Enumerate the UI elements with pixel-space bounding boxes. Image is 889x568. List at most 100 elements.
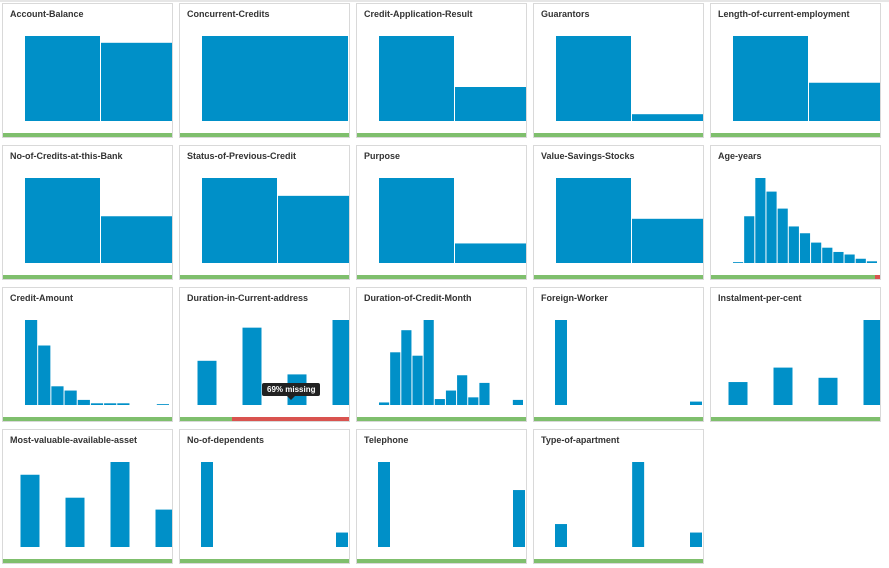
histogram-bar[interactable] [390, 352, 401, 405]
bar[interactable] [773, 367, 793, 405]
chart-card-purpose[interactable]: Purpose [356, 145, 527, 280]
histogram-bar[interactable] [25, 320, 38, 405]
histogram-bar[interactable] [468, 397, 479, 405]
histogram-bar[interactable] [457, 375, 468, 405]
histogram-bar[interactable] [479, 382, 490, 405]
data-quality-bar[interactable] [3, 133, 172, 137]
bar[interactable] [728, 382, 748, 405]
bar[interactable] [379, 178, 454, 263]
chart-card-length-of-current-employment[interactable]: Length-of-current-employment [710, 3, 881, 138]
bar[interactable] [155, 509, 173, 547]
bar[interactable] [332, 320, 350, 405]
bar[interactable] [818, 377, 838, 405]
data-quality-bar[interactable] [3, 559, 172, 563]
chart-card-foreign-worker[interactable]: Foreign-Worker [533, 287, 704, 422]
bar[interactable] [455, 87, 526, 121]
data-quality-bar[interactable] [534, 275, 703, 279]
histogram-bar[interactable] [156, 404, 169, 405]
bar[interactable] [336, 532, 348, 547]
data-quality-bar[interactable] [357, 275, 526, 279]
histogram-bar[interactable] [788, 226, 799, 263]
histogram-bar[interactable] [744, 216, 755, 263]
chart-card-value-savings-stocks[interactable]: Value-Savings-Stocks [533, 145, 704, 280]
bar[interactable] [455, 243, 526, 263]
chart-card-age-years[interactable]: Age-years [710, 145, 881, 280]
chart-card-no-of-dependents[interactable]: No-of-dependents [179, 429, 350, 564]
chart-card-telephone[interactable]: Telephone [356, 429, 527, 564]
chart-card-account-balance[interactable]: Account-Balance [2, 3, 173, 138]
chart-card-duration-of-credit-month[interactable]: Duration-of-Credit-Month [356, 287, 527, 422]
bar[interactable] [110, 462, 130, 547]
histogram-bar[interactable] [423, 320, 434, 405]
data-quality-bar[interactable] [180, 133, 349, 137]
data-quality-bar[interactable] [180, 417, 349, 421]
histogram-bar[interactable] [844, 254, 855, 264]
histogram-bar[interactable] [811, 242, 822, 263]
bar[interactable] [632, 218, 703, 263]
chart-card-guarantors[interactable]: Guarantors [533, 3, 704, 138]
data-quality-bar[interactable] [534, 417, 703, 421]
bar[interactable] [556, 36, 631, 121]
histogram-bar[interactable] [833, 251, 844, 263]
chart-card-most-valuable-available-asset[interactable]: Most-valuable-available-asset [2, 429, 173, 564]
chart-card-concurrent-credits[interactable]: Concurrent-Credits [179, 3, 350, 138]
bar[interactable] [25, 178, 100, 263]
histogram-bar[interactable] [866, 261, 877, 263]
bar[interactable] [555, 524, 567, 547]
bar[interactable] [202, 36, 348, 121]
chart-card-status-of-previous-credit[interactable]: Status-of-Previous-Credit [179, 145, 350, 280]
chart-card-no-of-credits-at-this-bank[interactable]: No-of-Credits-at-this-Bank [2, 145, 173, 280]
chart-card-instalment-per-cent[interactable]: Instalment-per-cent [710, 287, 881, 422]
data-quality-bar[interactable] [357, 559, 526, 563]
bar[interactable] [809, 82, 880, 121]
bar[interactable] [197, 360, 217, 405]
chart-card-credit-amount[interactable]: Credit-Amount [2, 287, 173, 422]
missing-segment[interactable] [232, 417, 349, 421]
histogram-bar[interactable] [117, 403, 130, 405]
histogram-bar[interactable] [799, 233, 811, 263]
bar[interactable] [242, 327, 262, 405]
chart-card-duration-in-current-address[interactable]: Duration-in-Current-address 69% missing [179, 287, 350, 422]
bar[interactable] [690, 532, 702, 547]
histogram-bar[interactable] [90, 403, 104, 405]
bar[interactable] [378, 462, 390, 547]
bar[interactable] [202, 178, 277, 263]
data-quality-bar[interactable] [357, 417, 526, 421]
bar[interactable] [278, 195, 349, 263]
bar[interactable] [690, 401, 702, 405]
histogram-bar[interactable] [104, 403, 117, 405]
data-quality-bar[interactable] [180, 559, 349, 563]
data-quality-bar[interactable] [3, 275, 172, 279]
bar[interactable] [65, 497, 85, 547]
data-quality-bar[interactable] [534, 559, 703, 563]
histogram-bar[interactable] [822, 247, 833, 263]
data-quality-bar[interactable] [534, 133, 703, 137]
data-quality-bar[interactable] [711, 417, 880, 421]
data-quality-bar[interactable] [357, 133, 526, 137]
histogram-bar[interactable] [777, 208, 788, 263]
histogram-bar[interactable] [766, 191, 777, 263]
data-quality-bar[interactable] [3, 417, 172, 421]
histogram-bar[interactable] [401, 330, 412, 405]
histogram-bar[interactable] [755, 178, 766, 263]
histogram-bar[interactable] [38, 345, 51, 406]
bar[interactable] [556, 178, 631, 263]
bar[interactable] [20, 474, 40, 547]
bar[interactable] [513, 490, 525, 547]
bar[interactable] [25, 36, 100, 121]
histogram-bar[interactable] [512, 399, 523, 405]
histogram-bar[interactable] [51, 386, 64, 405]
bar[interactable] [101, 216, 172, 263]
bar[interactable] [555, 320, 567, 405]
histogram-bar[interactable] [855, 258, 866, 263]
histogram-bar[interactable] [412, 355, 423, 405]
bar[interactable] [101, 42, 172, 121]
histogram-bar[interactable] [434, 399, 445, 405]
bar[interactable] [863, 320, 881, 405]
data-quality-bar[interactable] [711, 275, 880, 279]
histogram-bar[interactable] [733, 262, 744, 263]
bar[interactable] [632, 114, 703, 121]
bar[interactable] [201, 462, 213, 547]
bar[interactable] [733, 36, 808, 121]
histogram-bar[interactable] [445, 390, 457, 405]
